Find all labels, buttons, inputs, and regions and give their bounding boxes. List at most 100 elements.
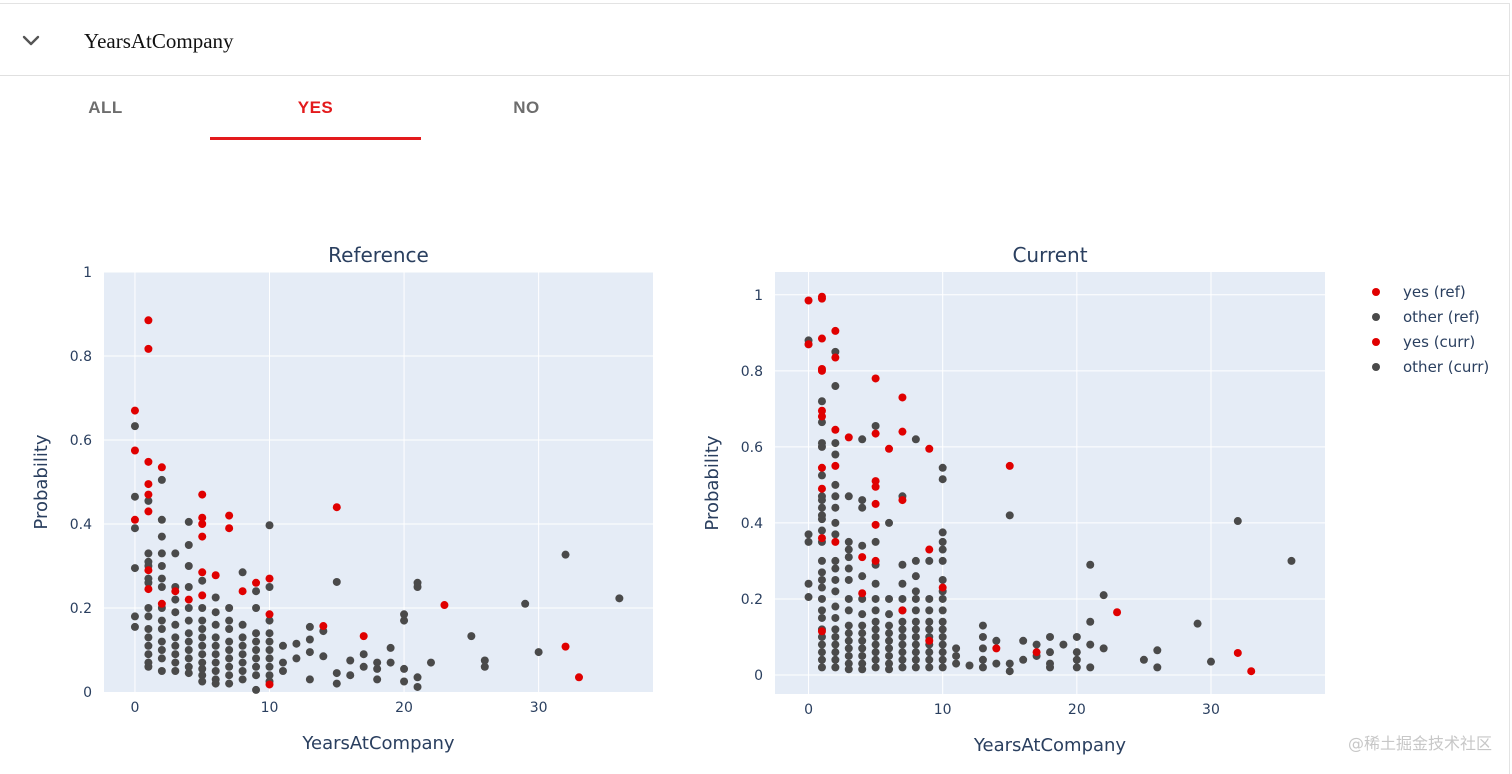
chevron-down-icon[interactable]: [20, 29, 42, 51]
reference-point-other-ref: [413, 583, 422, 591]
reference-point-other-ref: [238, 620, 247, 629]
current-point-other-curr: [978, 644, 987, 653]
current-x-tick-label: 30: [1202, 702, 1220, 718]
legend-label: other (curr): [1403, 358, 1489, 376]
reference-x-tick-label: 30: [530, 700, 548, 716]
reference-point-other-ref: [198, 677, 207, 686]
current-point-other-curr: [831, 439, 840, 448]
current-point-other-curr: [938, 537, 947, 546]
current-point-other-curr: [817, 632, 826, 641]
current-point-yes-curr: [871, 477, 880, 486]
current-point-other-curr: [831, 382, 840, 391]
reference-y-tick-label: 0.2: [70, 601, 92, 617]
reference-point-other-ref: [238, 650, 247, 659]
current-point-other-curr: [817, 526, 826, 535]
current-point-other-curr: [911, 606, 920, 615]
reference-point-other-ref: [238, 675, 247, 684]
reference-point-other-ref: [238, 633, 247, 642]
current-point-other-curr: [898, 625, 907, 634]
current-point-other-curr: [1032, 640, 1041, 649]
reference-point-other-ref: [171, 641, 180, 650]
current-point-other-curr: [911, 625, 920, 634]
reference-point-other-ref: [278, 658, 287, 667]
current-point-yes-curr: [858, 589, 867, 598]
current-point-other-curr: [817, 515, 826, 524]
reference-point-other-ref: [561, 550, 570, 559]
current-point-yes-curr: [871, 482, 880, 491]
reference-point-yes-ref: [144, 566, 153, 575]
reference-point-yes-ref: [238, 587, 247, 596]
reference-point-other-ref: [265, 616, 274, 625]
current-point-other-curr: [871, 625, 880, 634]
current-point-other-curr: [871, 594, 880, 603]
current-point-other-curr: [817, 648, 826, 657]
current-point-other-curr: [925, 594, 934, 603]
current-y-tick-label: 0: [754, 668, 763, 684]
reference-point-other-ref: [225, 625, 234, 633]
reference-y-tick-label: 1: [83, 265, 92, 281]
reference-point-other-ref: [400, 664, 409, 673]
reference-point-yes-ref: [225, 511, 234, 520]
reference-point-other-ref: [225, 637, 234, 646]
current-point-other-curr: [1005, 667, 1014, 676]
reference-point-other-ref: [252, 685, 261, 694]
current-point-other-curr: [1046, 663, 1054, 672]
current-point-other-curr: [844, 665, 853, 674]
current-point-yes-curr: [871, 499, 880, 508]
reference-point-other-ref: [184, 541, 193, 549]
reference-point-other-ref: [480, 656, 489, 665]
reference-point-other-ref: [198, 664, 207, 673]
reference-point-other-ref: [198, 604, 207, 612]
watermark: @稀土掘金技术社区: [1347, 734, 1492, 753]
reference-point-other-ref: [144, 633, 153, 642]
tab-no[interactable]: NO: [513, 98, 540, 117]
reference-point-other-ref: [198, 616, 207, 625]
reference-point-other-ref: [130, 564, 139, 573]
legend-marker: [1372, 363, 1380, 371]
reference-point-other-ref: [278, 667, 287, 675]
reference-point-other-ref: [211, 608, 220, 617]
current-point-other-curr: [871, 606, 880, 615]
current-chart-title: Current: [1012, 243, 1087, 267]
reference-point-other-ref: [130, 492, 139, 501]
reference-point-other-ref: [319, 652, 328, 661]
current-point-other-curr: [817, 556, 826, 565]
current-point-yes-curr: [817, 627, 826, 636]
current-point-other-curr: [925, 617, 934, 626]
current-point-other-curr: [938, 528, 947, 537]
widget-header[interactable]: YearsAtCompany: [0, 4, 1510, 76]
current-point-yes-curr: [925, 545, 934, 554]
current-point-other-curr: [831, 564, 840, 573]
current-point-other-curr: [898, 560, 907, 569]
reference-point-other-ref: [184, 604, 193, 612]
reference-point-other-ref: [467, 632, 476, 641]
reference-point-yes-ref: [561, 642, 570, 651]
current-point-other-curr: [817, 397, 826, 406]
reference-point-other-ref: [265, 629, 274, 638]
reference-y-axis-title: Probability: [31, 434, 52, 529]
legend-label: yes (curr): [1403, 333, 1475, 351]
reference-point-other-ref: [346, 671, 355, 680]
current-point-other-curr: [898, 663, 907, 672]
current-point-other-curr: [817, 655, 826, 664]
reference-point-other-ref: [332, 577, 341, 586]
reference-point-other-ref: [157, 574, 166, 583]
reference-point-other-ref: [144, 625, 153, 633]
current-point-other-curr: [831, 640, 840, 649]
reference-point-yes-ref: [198, 490, 207, 499]
reference-point-other-ref: [144, 641, 153, 650]
current-y-tick-label: 1: [754, 288, 763, 304]
current-point-other-curr: [804, 593, 813, 602]
current-point-yes-curr: [871, 374, 880, 383]
reference-point-other-ref: [157, 532, 166, 541]
tab-all[interactable]: ALL: [88, 98, 123, 117]
current-point-yes-curr: [1032, 648, 1041, 657]
reference-plot-area: [104, 272, 653, 692]
reference-point-other-ref: [225, 679, 234, 688]
current-point-other-curr: [911, 587, 920, 596]
tab-yes[interactable]: YES: [297, 98, 334, 117]
reference-point-other-ref: [171, 608, 180, 617]
reference-point-other-ref: [238, 667, 247, 675]
current-point-other-curr: [844, 621, 853, 630]
current-point-other-curr: [898, 594, 907, 603]
